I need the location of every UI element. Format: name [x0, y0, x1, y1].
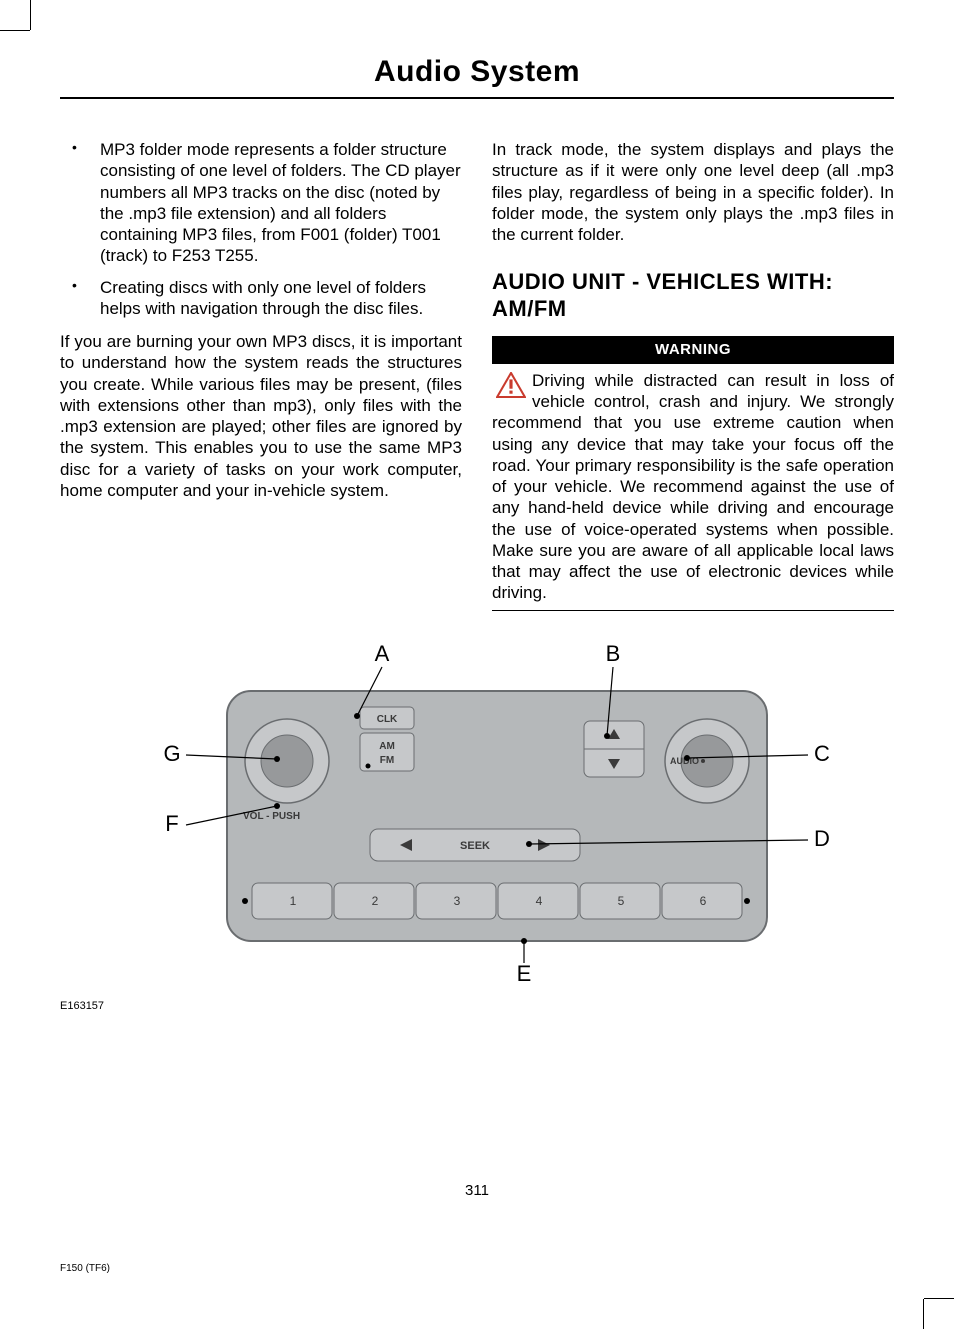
svg-text:F: F: [165, 811, 178, 836]
warning-header: WARNING: [492, 336, 894, 364]
svg-text:6: 6: [700, 894, 707, 908]
svg-text:CLK: CLK: [377, 714, 398, 725]
page-number: 311: [0, 1182, 954, 1199]
diagram-id-caption: E163157: [60, 1000, 894, 1012]
crop-mark-top-left: [0, 0, 40, 40]
svg-text:1: 1: [290, 894, 297, 908]
page-content: Audio System MP3 folder mode represents …: [0, 0, 954, 1062]
svg-text:G: G: [163, 741, 180, 766]
svg-text:A: A: [375, 641, 390, 666]
svg-text:E: E: [517, 961, 532, 986]
footer-code: F150 (TF6): [60, 1263, 110, 1274]
audio-unit-svg: AUDIOCLKAMFMVOL - PUSHSEEK123456ABCDEFG: [77, 631, 877, 991]
right-column: In track mode, the system displays and p…: [492, 139, 894, 611]
list-item: Creating discs with only one level of fo…: [60, 277, 462, 320]
crop-mark-bottom-right: [914, 1289, 954, 1329]
audio-unit-diagram: AUDIOCLKAMFMVOL - PUSHSEEK123456ABCDEFG …: [60, 631, 894, 1012]
svg-text:2: 2: [372, 894, 379, 908]
warning-body: Driving while distracted can result in l…: [492, 364, 894, 611]
warning-text: Driving while distracted can result in l…: [492, 371, 894, 603]
svg-text:AM: AM: [379, 741, 395, 752]
body-paragraph: In track mode, the system displays and p…: [492, 139, 894, 245]
warning-triangle-icon: [496, 372, 526, 398]
bullet-list: MP3 folder mode represents a folder stru…: [60, 139, 462, 319]
svg-text:B: B: [606, 641, 621, 666]
svg-text:D: D: [814, 826, 830, 851]
left-column: MP3 folder mode represents a folder stru…: [60, 139, 462, 611]
svg-text:3: 3: [454, 894, 461, 908]
two-column-layout: MP3 folder mode represents a folder stru…: [60, 139, 894, 611]
svg-text:4: 4: [536, 894, 543, 908]
header-rule: [60, 97, 894, 99]
svg-text:SEEK: SEEK: [460, 840, 490, 852]
section-heading: AUDIO UNIT - VEHICLES WITH: AM/FM: [492, 269, 894, 322]
list-item: MP3 folder mode represents a folder stru…: [60, 139, 462, 267]
svg-text:VOL - PUSH: VOL - PUSH: [243, 811, 300, 822]
svg-text:C: C: [814, 741, 830, 766]
page-title: Audio System: [60, 55, 894, 89]
svg-text:FM: FM: [380, 755, 394, 766]
body-paragraph: If you are burning your own MP3 discs, i…: [60, 331, 462, 501]
svg-text:5: 5: [618, 894, 625, 908]
